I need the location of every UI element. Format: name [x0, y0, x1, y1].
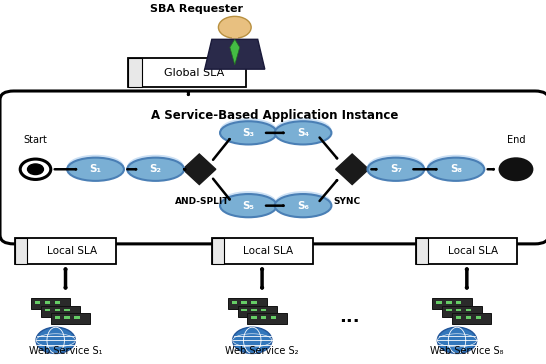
FancyBboxPatch shape [452, 313, 491, 324]
Bar [251, 309, 257, 311]
Text: Web Service S₈: Web Service S₈ [430, 346, 503, 356]
Ellipse shape [275, 194, 331, 217]
Bar [15, 238, 27, 264]
Bar [251, 316, 257, 318]
FancyBboxPatch shape [228, 298, 267, 309]
Bar [232, 301, 237, 304]
Bar [436, 301, 442, 304]
Text: Local SLA: Local SLA [243, 246, 293, 256]
Polygon shape [336, 154, 369, 185]
Text: S₁: S₁ [90, 164, 102, 174]
Ellipse shape [220, 191, 277, 214]
Polygon shape [230, 39, 240, 65]
Bar [476, 316, 481, 318]
FancyBboxPatch shape [247, 313, 287, 324]
Ellipse shape [67, 158, 124, 181]
Text: SBA Requester: SBA Requester [150, 4, 243, 14]
Text: AND-SPLIT: AND-SPLIT [175, 197, 229, 206]
Text: Local SLA: Local SLA [46, 246, 97, 256]
FancyBboxPatch shape [15, 238, 116, 264]
Bar [232, 31, 238, 39]
Bar [64, 309, 70, 311]
FancyBboxPatch shape [0, 91, 546, 244]
FancyBboxPatch shape [211, 238, 312, 264]
FancyBboxPatch shape [416, 238, 518, 264]
Bar [128, 58, 143, 87]
Bar [456, 309, 461, 311]
Bar [466, 316, 471, 318]
FancyBboxPatch shape [442, 306, 482, 317]
Ellipse shape [367, 158, 424, 181]
FancyBboxPatch shape [41, 306, 80, 317]
Bar [64, 316, 70, 318]
Bar [211, 238, 224, 264]
Ellipse shape [428, 158, 484, 181]
Bar [74, 316, 80, 318]
Ellipse shape [275, 121, 331, 145]
Bar [241, 309, 247, 311]
Text: ...: ... [339, 308, 360, 326]
Circle shape [20, 159, 51, 179]
Circle shape [218, 16, 251, 38]
Bar [271, 316, 276, 318]
Ellipse shape [67, 155, 124, 178]
Circle shape [437, 327, 477, 353]
Bar [446, 301, 452, 304]
Text: Start: Start [23, 135, 48, 145]
Ellipse shape [275, 191, 331, 214]
Text: Web Service S₂: Web Service S₂ [225, 346, 299, 356]
Text: S₇: S₇ [390, 164, 402, 174]
Bar [45, 301, 50, 304]
Text: S₃: S₃ [242, 128, 254, 138]
Text: SYNC: SYNC [333, 197, 360, 206]
Circle shape [500, 158, 532, 180]
FancyBboxPatch shape [238, 306, 277, 317]
Polygon shape [205, 39, 265, 69]
Text: S₂: S₂ [150, 164, 162, 174]
Circle shape [233, 327, 272, 353]
FancyBboxPatch shape [432, 298, 472, 309]
Bar [466, 309, 471, 311]
Text: Global SLA: Global SLA [164, 68, 224, 78]
Ellipse shape [428, 155, 484, 178]
Ellipse shape [127, 158, 184, 181]
Ellipse shape [220, 194, 277, 217]
Text: S₈: S₈ [450, 164, 462, 174]
Text: S₄: S₄ [297, 128, 309, 138]
Text: Local SLA: Local SLA [448, 246, 498, 256]
Bar [261, 316, 266, 318]
Bar [55, 316, 60, 318]
Ellipse shape [220, 118, 277, 142]
Text: A Service-Based Application Instance: A Service-Based Application Instance [151, 109, 398, 122]
Polygon shape [183, 154, 216, 185]
Bar [35, 301, 40, 304]
Bar [456, 301, 461, 304]
FancyBboxPatch shape [128, 58, 246, 87]
Circle shape [27, 164, 44, 175]
Bar [241, 301, 247, 304]
Text: S₅: S₅ [242, 201, 254, 211]
Bar [55, 301, 60, 304]
Bar [446, 309, 452, 311]
Bar [416, 238, 429, 264]
Text: End: End [507, 135, 525, 145]
Bar [251, 301, 257, 304]
Ellipse shape [275, 118, 331, 142]
Text: Web Service S₁: Web Service S₁ [29, 346, 102, 356]
FancyBboxPatch shape [31, 298, 70, 309]
Ellipse shape [127, 155, 184, 178]
Ellipse shape [367, 155, 424, 178]
Text: S₆: S₆ [297, 201, 309, 211]
Bar [45, 309, 50, 311]
Bar [55, 309, 60, 311]
FancyBboxPatch shape [51, 313, 90, 324]
Bar [456, 316, 461, 318]
Bar [261, 309, 266, 311]
Circle shape [36, 327, 75, 353]
Ellipse shape [220, 121, 277, 145]
